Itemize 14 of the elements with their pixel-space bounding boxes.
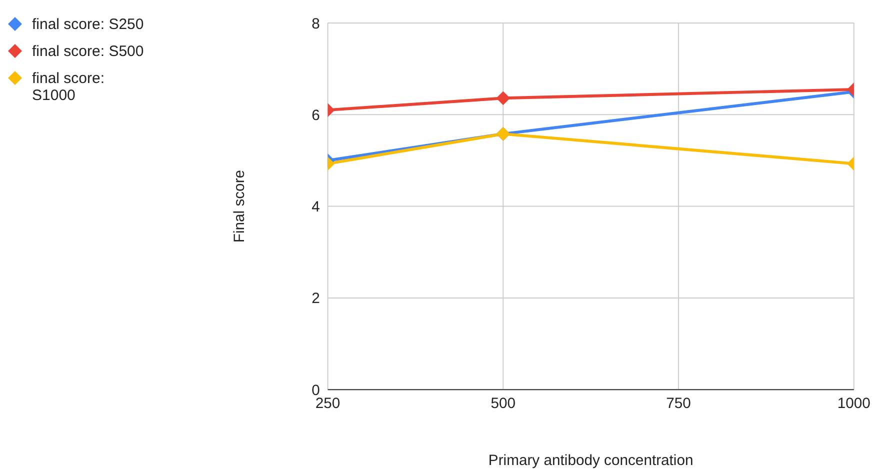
- x-tick-label: 500: [491, 396, 516, 412]
- y-tick-label: 4: [312, 200, 320, 216]
- x-tick-label: 1000: [838, 396, 871, 412]
- y-tick-label: 2: [312, 291, 320, 308]
- y-tick-label: 0: [312, 382, 320, 399]
- x-tick-label: 250: [316, 396, 340, 412]
- legend-label: final score: S1000: [32, 70, 106, 104]
- legend-label: final score: S500: [32, 43, 145, 60]
- x-tick-label: 750: [666, 396, 692, 412]
- y-tick-label: 8: [312, 16, 320, 32]
- x-axis-title: Primary antibody concentration: [488, 452, 694, 469]
- legend-label: final score: S250: [32, 16, 145, 33]
- y-axis-title: Final score: [232, 170, 248, 243]
- y-tick-label: 6: [312, 108, 320, 124]
